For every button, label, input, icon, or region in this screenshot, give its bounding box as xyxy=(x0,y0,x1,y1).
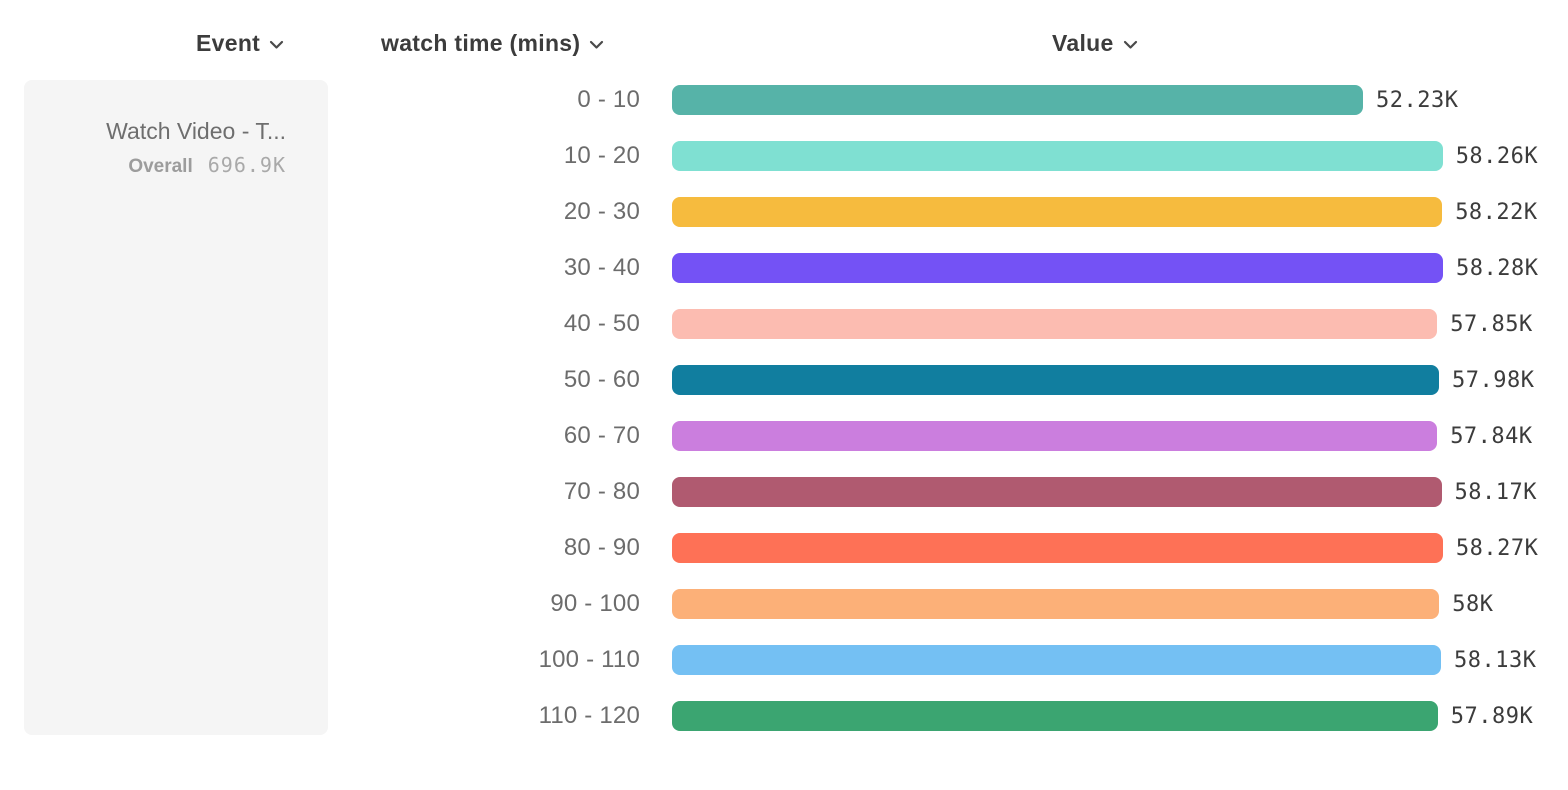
bar[interactable] xyxy=(672,141,1443,171)
category-label: 40 - 50 xyxy=(563,310,640,337)
category-label: 50 - 60 xyxy=(563,366,640,393)
chart-row: 0 - 10 52.23K xyxy=(0,72,1568,128)
chevron-down-icon xyxy=(1123,40,1137,49)
bar-rows: 0 - 10 52.23K 10 - 20 58.26K 20 - 30 58.22K 30… xyxy=(0,72,1568,744)
chevron-down-icon xyxy=(270,40,284,49)
bar[interactable] xyxy=(672,533,1443,563)
value-label: 58.13K xyxy=(1454,647,1537,673)
category-label: 0 - 10 xyxy=(577,86,640,113)
chart-row: 50 - 60 57.98K xyxy=(0,352,1568,408)
category-label: 90 - 100 xyxy=(550,590,640,617)
value-label: 58.26K xyxy=(1455,143,1539,169)
chart-row: 10 - 20 58.26K xyxy=(0,128,1568,184)
category-label: 70 - 80 xyxy=(563,478,640,505)
value-label: 57.85K xyxy=(1450,311,1533,337)
value-label: 58K xyxy=(1452,591,1494,617)
value-label: 57.98K xyxy=(1452,367,1535,393)
value-label: 58.17K xyxy=(1454,479,1537,505)
value-label: 58.22K xyxy=(1455,199,1538,225)
chart-row: 90 - 100 58K xyxy=(0,576,1568,632)
bar[interactable] xyxy=(672,365,1439,395)
value-column-dropdown[interactable]: Value xyxy=(1052,28,1138,58)
category-label: 100 - 110 xyxy=(538,646,640,673)
chevron-down-icon xyxy=(590,40,604,49)
value-label: 52.23K xyxy=(1376,87,1459,113)
category-label: 60 - 70 xyxy=(563,422,640,449)
bar[interactable] xyxy=(672,197,1443,227)
category-label: 30 - 40 xyxy=(563,254,640,281)
bar[interactable] xyxy=(672,85,1363,115)
category-label: 20 - 30 xyxy=(563,198,640,225)
bar[interactable] xyxy=(672,589,1440,619)
bar[interactable] xyxy=(672,421,1438,451)
overall-label: Overall xyxy=(128,156,193,177)
category-label: 110 - 120 xyxy=(538,702,640,729)
chart-row: 30 - 40 58.28K xyxy=(0,240,1568,296)
event-name: Watch Video - T... xyxy=(106,118,286,144)
chart-row: 70 - 80 58.17K xyxy=(0,464,1568,520)
value-label: 58.28K xyxy=(1456,255,1539,281)
event-column-dropdown[interactable]: Event xyxy=(196,28,284,58)
chart-row: 60 - 70 57.84K xyxy=(0,408,1568,464)
bar[interactable] xyxy=(672,309,1438,339)
value-label: 57.84K xyxy=(1450,423,1533,449)
overall-value: 696.9K xyxy=(207,153,286,177)
chart-row: 100 - 110 58.13K xyxy=(0,632,1568,688)
breakdown-column-label: watch time (mins) xyxy=(381,29,581,56)
event-card[interactable]: Watch Video - T... Overall 696.9K xyxy=(24,80,328,735)
chart-row: 20 - 30 58.22K xyxy=(0,184,1568,240)
breakdown-column-dropdown[interactable]: watch time (mins) xyxy=(381,28,604,58)
value-label: 57.89K xyxy=(1450,703,1534,729)
bar[interactable] xyxy=(672,253,1443,283)
chart-row: 80 - 90 58.27K xyxy=(0,520,1568,576)
chart-row: 40 - 50 57.85K xyxy=(0,296,1568,352)
bar[interactable] xyxy=(672,645,1441,675)
value-column-label: Value xyxy=(1052,29,1114,56)
bar[interactable] xyxy=(672,477,1442,507)
category-label: 10 - 20 xyxy=(563,142,640,169)
category-label: 80 - 90 xyxy=(563,534,640,561)
value-label: 58.27K xyxy=(1455,535,1539,561)
chart-row: 110 - 120 57.89K xyxy=(0,688,1568,744)
event-overall-row: Overall 696.9K xyxy=(44,153,286,178)
event-column-label: Event xyxy=(196,29,261,56)
bar[interactable] xyxy=(672,701,1438,731)
